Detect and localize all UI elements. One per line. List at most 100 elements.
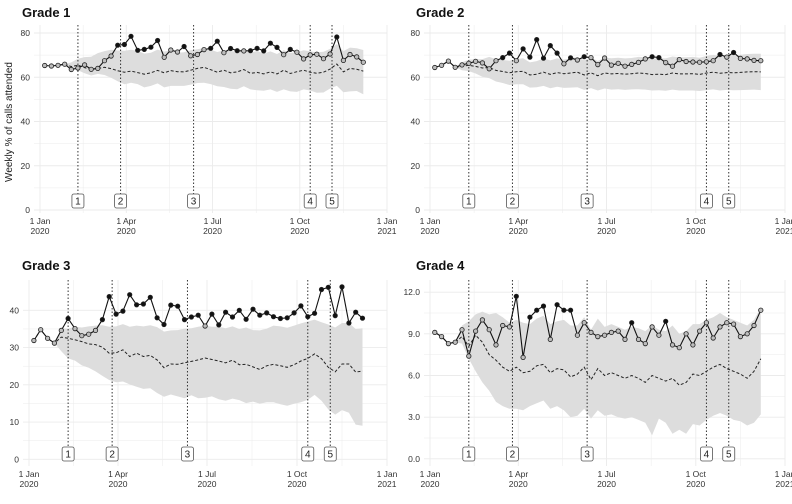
- observed-point: [314, 51, 320, 57]
- y-tick-label: 80: [21, 28, 31, 38]
- observed-point-above: [506, 50, 513, 56]
- observed-point-above: [243, 316, 249, 322]
- observed-point-above: [520, 46, 526, 52]
- observed-point-above: [168, 302, 174, 308]
- observed-point: [520, 354, 526, 360]
- observed-point-above: [99, 316, 106, 323]
- observed-point-above: [120, 308, 126, 314]
- observed-point-above: [287, 46, 293, 53]
- x-tick-label: 1 Apr 2020: [108, 469, 128, 489]
- event-label: 1: [466, 450, 472, 461]
- event-label: 1: [65, 450, 71, 461]
- event-label-box: [506, 193, 519, 209]
- observed-point: [188, 53, 194, 59]
- event-label: 3: [191, 197, 197, 208]
- observed-point: [574, 57, 581, 63]
- observed-point: [459, 62, 465, 68]
- observed-point-above: [141, 46, 147, 53]
- observed-point: [294, 49, 300, 55]
- y-tick-label: 20: [10, 380, 20, 390]
- observed-point-above: [527, 314, 533, 320]
- observed-point-above: [298, 303, 304, 309]
- observed-point-above: [208, 45, 214, 51]
- observed-point-above: [567, 307, 574, 313]
- observed-point: [696, 59, 703, 65]
- x-tick-label: 1 Apr 2020: [116, 216, 136, 236]
- event-label-box: [700, 446, 713, 462]
- event-label: 3: [584, 197, 590, 208]
- panel-title: Grade 3: [22, 258, 70, 273]
- observed-point: [574, 332, 581, 338]
- observed-point: [615, 328, 621, 334]
- observed-point: [724, 54, 730, 60]
- observed-point: [608, 329, 615, 335]
- observed-point-above: [65, 315, 71, 322]
- x-tick-label: 1 Jan 2020: [420, 216, 441, 236]
- panel-title: Grade 4: [416, 258, 465, 273]
- observed-point-above: [214, 38, 220, 44]
- observed-point: [500, 322, 506, 329]
- observed-point: [31, 337, 37, 344]
- observed-point: [676, 56, 682, 63]
- event-label: 2: [510, 450, 516, 461]
- observed-point-above: [181, 316, 188, 323]
- y-tick-label: 10: [10, 417, 20, 427]
- observed-point: [92, 327, 99, 333]
- observed-point: [622, 63, 628, 69]
- x-tick-label: 1 Jul 2020: [203, 216, 222, 236]
- observed-point: [690, 59, 696, 65]
- observed-point: [710, 58, 716, 64]
- observed-point: [479, 60, 485, 66]
- event-label: 1: [75, 197, 81, 208]
- y-tick-label: 40: [411, 117, 421, 127]
- observed-point-above: [229, 314, 236, 320]
- observed-point: [663, 59, 669, 66]
- observed-point: [101, 58, 108, 64]
- observed-point-above: [121, 41, 128, 48]
- observed-point: [307, 52, 313, 58]
- panel-title: Grade 2: [416, 5, 464, 20]
- observed-point: [88, 66, 94, 72]
- observed-point: [201, 46, 207, 53]
- observed-point-above: [305, 314, 311, 320]
- event-label-box: [700, 193, 713, 209]
- observed-point-above: [261, 48, 267, 54]
- observed-point: [62, 61, 68, 67]
- event-label-box: [722, 446, 736, 462]
- event-label: 4: [704, 197, 710, 208]
- observed-point: [547, 336, 553, 342]
- observed-point: [724, 320, 730, 326]
- observed-point-above: [359, 315, 366, 321]
- observed-point: [459, 327, 465, 333]
- x-tick-label: 1 Jul 2020: [597, 216, 616, 236]
- observed-point: [635, 59, 642, 66]
- y-tick-label: 40: [10, 305, 20, 315]
- observed-point: [174, 49, 181, 55]
- observed-point-above: [554, 50, 560, 56]
- observed-point: [703, 59, 710, 65]
- observed-point-above: [332, 312, 338, 319]
- event-label: 4: [307, 197, 313, 208]
- observed-point-above: [195, 312, 201, 318]
- observed-point-above: [581, 54, 587, 60]
- observed-point: [608, 62, 615, 68]
- observed-point: [472, 328, 479, 334]
- event-label-box: [105, 446, 119, 462]
- observed-point-above: [561, 307, 567, 313]
- observed-point-above: [115, 42, 121, 48]
- event-label-box: [301, 446, 315, 462]
- observed-point: [649, 324, 655, 330]
- event-label: 1: [466, 197, 472, 208]
- observed-point: [710, 335, 716, 341]
- observed-point: [622, 336, 628, 342]
- event-label: 2: [109, 450, 115, 461]
- x-tick-label: 1 Jan 2020: [30, 216, 51, 236]
- observed-point: [354, 54, 360, 60]
- x-tick-label: 1 Jul 2020: [198, 469, 217, 489]
- y-tick-label: 60: [21, 72, 31, 82]
- observed-point: [432, 64, 438, 71]
- y-tick-label: 60: [411, 72, 421, 82]
- y-tick-label: 9.0: [408, 329, 420, 339]
- observed-point-above: [547, 42, 553, 49]
- panel-grade-2: Grade 2 0 20 40 60 80 1 Jan 2020 1 Apr 2020 1 Jul…: [411, 5, 792, 236]
